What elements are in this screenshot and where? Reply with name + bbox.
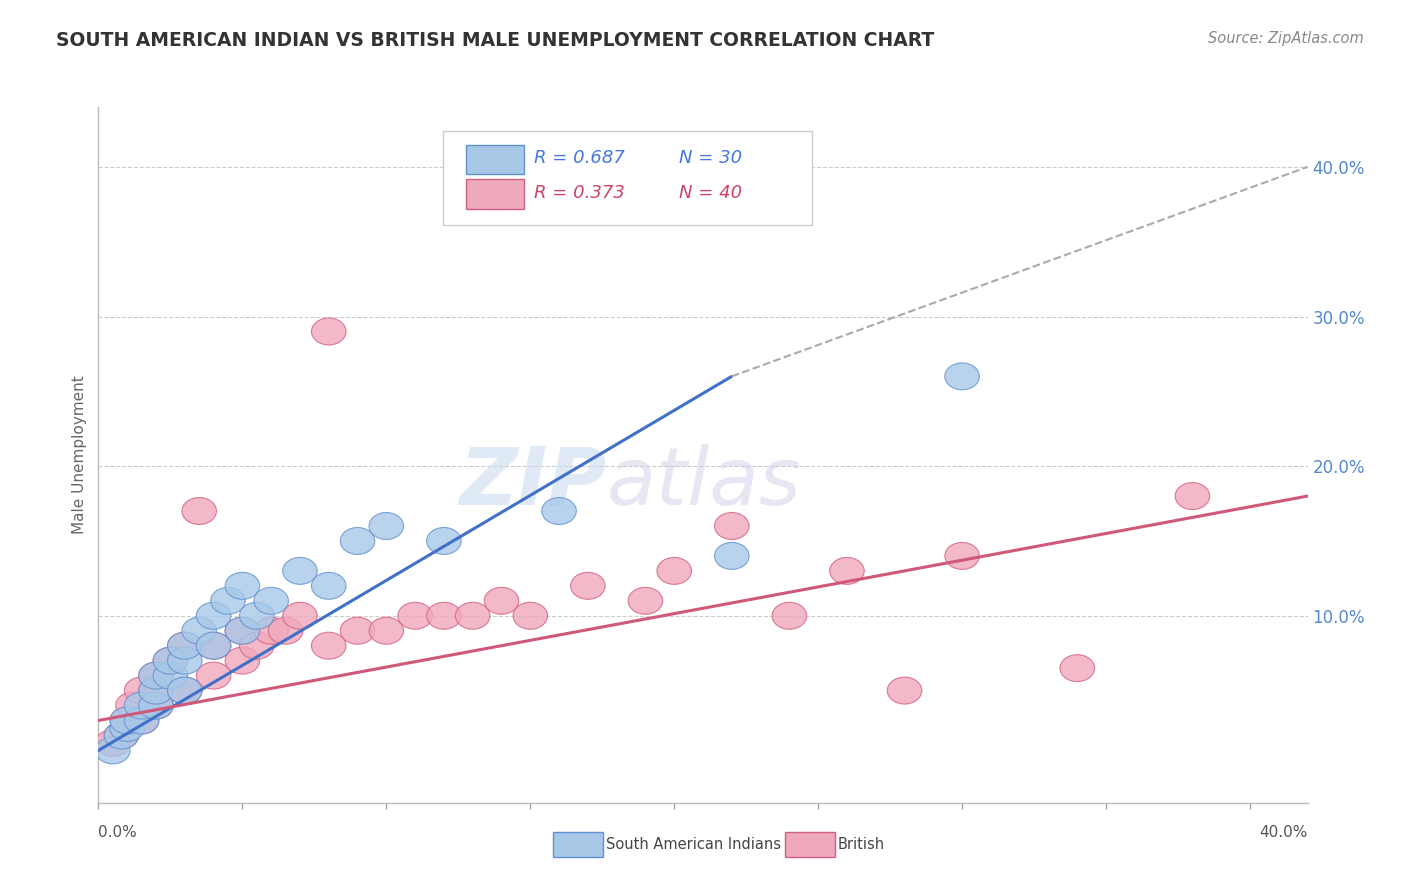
Ellipse shape — [115, 692, 150, 719]
Ellipse shape — [124, 707, 159, 734]
Ellipse shape — [110, 707, 145, 734]
Ellipse shape — [426, 602, 461, 629]
Ellipse shape — [110, 707, 145, 734]
Ellipse shape — [139, 677, 173, 704]
Ellipse shape — [398, 602, 433, 629]
Text: ZIP: ZIP — [458, 443, 606, 522]
Ellipse shape — [197, 632, 231, 659]
Text: R = 0.687: R = 0.687 — [534, 149, 624, 167]
Text: Source: ZipAtlas.com: Source: ZipAtlas.com — [1208, 31, 1364, 46]
FancyBboxPatch shape — [465, 179, 524, 209]
Ellipse shape — [283, 602, 318, 629]
Ellipse shape — [1175, 483, 1209, 509]
Ellipse shape — [167, 677, 202, 704]
Ellipse shape — [225, 648, 260, 674]
Ellipse shape — [225, 573, 260, 599]
Ellipse shape — [571, 573, 605, 599]
Ellipse shape — [368, 617, 404, 644]
Text: N = 40: N = 40 — [679, 184, 742, 202]
Ellipse shape — [225, 617, 260, 644]
Text: R = 0.373: R = 0.373 — [534, 184, 624, 202]
Ellipse shape — [96, 737, 131, 764]
Ellipse shape — [167, 677, 202, 704]
Ellipse shape — [197, 662, 231, 690]
Y-axis label: Male Unemployment: Male Unemployment — [72, 376, 87, 534]
Ellipse shape — [110, 714, 145, 741]
Ellipse shape — [167, 648, 202, 674]
Ellipse shape — [124, 707, 159, 734]
Ellipse shape — [312, 632, 346, 659]
Ellipse shape — [628, 587, 662, 615]
Ellipse shape — [484, 587, 519, 615]
Ellipse shape — [541, 498, 576, 524]
Ellipse shape — [312, 318, 346, 345]
Ellipse shape — [225, 617, 260, 644]
Ellipse shape — [945, 363, 980, 390]
Ellipse shape — [139, 662, 173, 690]
Ellipse shape — [181, 498, 217, 524]
Ellipse shape — [197, 602, 231, 629]
Text: 0.0%: 0.0% — [98, 825, 138, 840]
Ellipse shape — [714, 542, 749, 569]
Ellipse shape — [269, 617, 302, 644]
Ellipse shape — [211, 587, 245, 615]
Ellipse shape — [96, 730, 131, 756]
Ellipse shape — [167, 632, 202, 659]
Ellipse shape — [104, 722, 139, 749]
FancyBboxPatch shape — [465, 145, 524, 174]
Ellipse shape — [124, 677, 159, 704]
Ellipse shape — [153, 648, 187, 674]
Ellipse shape — [124, 692, 159, 719]
Ellipse shape — [104, 722, 139, 749]
Ellipse shape — [887, 677, 922, 704]
Text: South American Indians: South American Indians — [606, 838, 780, 852]
Ellipse shape — [340, 617, 375, 644]
Ellipse shape — [714, 513, 749, 540]
Ellipse shape — [312, 573, 346, 599]
Ellipse shape — [167, 632, 202, 659]
Ellipse shape — [945, 542, 980, 569]
Ellipse shape — [513, 602, 547, 629]
Ellipse shape — [139, 662, 173, 690]
Ellipse shape — [368, 513, 404, 540]
Ellipse shape — [772, 602, 807, 629]
Ellipse shape — [830, 558, 865, 584]
Text: 40.0%: 40.0% — [1260, 825, 1308, 840]
Ellipse shape — [239, 632, 274, 659]
Ellipse shape — [426, 527, 461, 555]
Ellipse shape — [153, 662, 187, 690]
Ellipse shape — [153, 648, 187, 674]
Text: N = 30: N = 30 — [679, 149, 742, 167]
Ellipse shape — [181, 617, 217, 644]
Ellipse shape — [254, 587, 288, 615]
Text: SOUTH AMERICAN INDIAN VS BRITISH MALE UNEMPLOYMENT CORRELATION CHART: SOUTH AMERICAN INDIAN VS BRITISH MALE UN… — [56, 31, 935, 50]
Ellipse shape — [139, 677, 173, 704]
Text: atlas: atlas — [606, 443, 801, 522]
Ellipse shape — [197, 632, 231, 659]
Ellipse shape — [139, 692, 173, 719]
Ellipse shape — [139, 692, 173, 719]
FancyBboxPatch shape — [443, 131, 811, 226]
Ellipse shape — [239, 602, 274, 629]
Text: British: British — [838, 838, 886, 852]
Ellipse shape — [657, 558, 692, 584]
Ellipse shape — [254, 617, 288, 644]
Ellipse shape — [283, 558, 318, 584]
Ellipse shape — [456, 602, 489, 629]
Ellipse shape — [340, 527, 375, 555]
Ellipse shape — [1060, 655, 1094, 681]
